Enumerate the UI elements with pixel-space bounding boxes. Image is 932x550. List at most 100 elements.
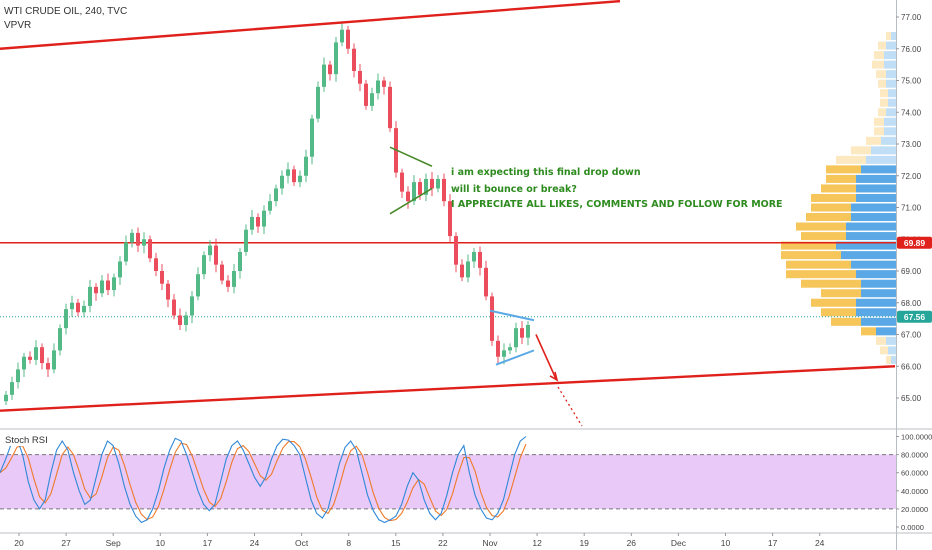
- candle-body: [76, 302, 80, 313]
- candle-body: [298, 175, 302, 183]
- vp-bar-down: [886, 355, 891, 364]
- vp-bar-up: [884, 127, 896, 136]
- candle-body: [466, 261, 470, 278]
- candle-body: [196, 274, 200, 297]
- candle-body: [214, 245, 218, 265]
- vp-bar-down: [781, 251, 841, 260]
- trendlines: [0, 0, 896, 412]
- candle-body: [442, 178, 446, 202]
- candle-body: [454, 236, 458, 265]
- vp-bar-down: [872, 60, 884, 69]
- vp-bar-up: [891, 32, 896, 41]
- vp-bar-up: [888, 89, 896, 98]
- stoch-rsi-label[interactable]: Stoch RSI: [3, 435, 50, 446]
- vp-bar-down: [781, 241, 836, 250]
- candle-body: [4, 394, 8, 402]
- candle-body: [514, 328, 518, 348]
- candle-body: [166, 283, 170, 300]
- time-tick-label: 17: [203, 538, 213, 548]
- time-tick-label: Dec: [671, 538, 687, 548]
- price-tick-label: 66.00: [901, 362, 922, 371]
- candle-body: [358, 70, 362, 84]
- resistance-price-tag-bg: [897, 236, 932, 249]
- candle-body: [418, 182, 422, 195]
- vp-bar-up: [846, 222, 896, 231]
- vp-bar-up: [891, 355, 896, 364]
- candle-body: [16, 369, 20, 383]
- vp-bar-up: [881, 136, 896, 145]
- pennant-lower-line: [389, 187, 433, 215]
- vp-bar-down: [786, 270, 856, 279]
- vp-bar-down: [880, 98, 888, 107]
- stoch-tick-label: 0.0000: [901, 523, 924, 532]
- candle-body: [88, 286, 92, 306]
- vp-bar-down: [806, 213, 851, 222]
- vp-bar-down: [796, 222, 846, 231]
- time-tick-label: 26: [627, 538, 637, 548]
- annotation-line-3: I APPRECIATE ALL LIKES, COMMENTS AND FOL…: [451, 199, 783, 210]
- candle-body: [460, 264, 464, 278]
- price-tick-label: 73.00: [901, 140, 922, 149]
- upper-channel-line: [0, 0, 621, 50]
- candle-body: [28, 356, 32, 360]
- candle-body: [58, 328, 62, 351]
- candle-body: [478, 251, 482, 268]
- candle-body: [202, 255, 206, 275]
- candle-body: [274, 188, 278, 202]
- price-tick-label: 77.00: [901, 13, 922, 22]
- vp-bar-up: [884, 60, 896, 69]
- candle-body: [178, 315, 182, 325]
- time-tick-label: 17: [768, 538, 778, 548]
- vp-bar-up: [884, 117, 896, 126]
- vp-bar-down: [836, 155, 866, 164]
- candle-body: [328, 64, 332, 75]
- candle-body: [100, 280, 104, 294]
- pennant-upper-line: [389, 146, 433, 167]
- candle-body: [160, 271, 164, 284]
- vp-bar-down: [821, 289, 861, 298]
- vp-bar-up: [861, 317, 896, 326]
- candle-body: [400, 172, 404, 192]
- vp-bar-down: [786, 260, 851, 269]
- candle-body: [448, 201, 452, 237]
- candle-body: [292, 169, 296, 183]
- candle-body: [412, 182, 416, 202]
- candle-body: [376, 80, 380, 94]
- candle-body: [208, 245, 212, 256]
- lower-channel-line: [0, 365, 896, 412]
- time-axis[interactable]: 20 27 Sep 10 17 24 Oct 8 15 22 Nov 12 19 26 Dec 10 17 24: [14, 533, 825, 548]
- candle-body: [304, 156, 308, 176]
- candle-body: [34, 347, 38, 360]
- vpvr-indicator-label[interactable]: VPVR: [4, 20, 32, 31]
- vp-bar-up: [886, 70, 896, 79]
- candle-body: [238, 251, 242, 271]
- candle-body: [340, 29, 344, 43]
- time-tick-label: Oct: [295, 538, 309, 548]
- vp-bar-down: [861, 327, 876, 336]
- candle-body: [10, 382, 14, 395]
- time-tick-label: Nov: [482, 538, 498, 548]
- flag-lower-line: [495, 349, 535, 366]
- stoch-band-fill: [0, 454, 896, 510]
- price-tick-label: 76.00: [901, 45, 922, 54]
- candle-body: [142, 239, 146, 246]
- candle-body: [370, 93, 374, 106]
- candle-body: [244, 229, 248, 252]
- candle-body: [130, 232, 134, 243]
- vp-bar-down: [874, 127, 884, 136]
- drop-arrow-head: [549, 371, 559, 382]
- stoch-axis: 100.0000 80.0000 60.0000 40.0000 20.0000 0.00…: [896, 433, 932, 532]
- stoch-band-area: [0, 454, 896, 509]
- time-tick-label: 10: [156, 538, 166, 548]
- symbol-title[interactable]: WTI CRUDE OIL, 240, TVC: [4, 6, 128, 17]
- candle-body: [118, 261, 122, 278]
- annotation-line-2: will it bounce or break?: [451, 184, 577, 195]
- candle-body: [484, 267, 488, 297]
- resistance-price-tag: 69.89: [904, 238, 926, 248]
- price-axis[interactable]: 77.0076.0075.0074.0073.0072.0071.0070.00…: [896, 13, 922, 403]
- candle-body: [172, 299, 176, 316]
- pattern-drawings: [389, 146, 583, 427]
- candle-body: [496, 340, 500, 357]
- candle-body: [232, 271, 236, 287]
- vp-bar-up: [856, 193, 896, 202]
